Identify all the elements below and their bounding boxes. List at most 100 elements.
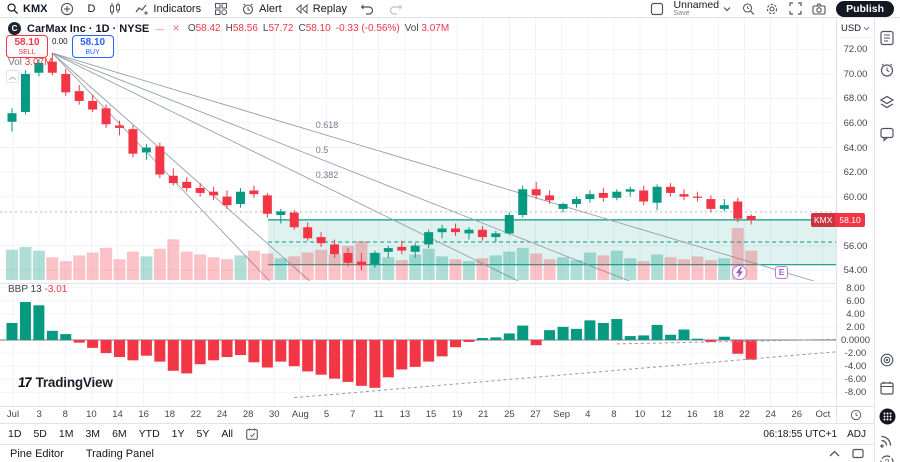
toolbar-left: KMX D Indicators	[6, 2, 403, 16]
panel-expand-icon[interactable]	[829, 450, 840, 457]
candle	[249, 190, 259, 195]
screenshot-camera-icon[interactable]	[812, 2, 826, 15]
help-icon[interactable]: ?	[879, 454, 896, 462]
volume-bar	[46, 257, 59, 280]
volume-bar	[315, 249, 328, 280]
candle	[74, 91, 84, 101]
candle	[464, 229, 474, 234]
time-axis[interactable]: Jul 3 8 10 14 16 18 22 24 28 30 Aug 5 7 11 13 15 19 21 25 27…	[0, 407, 836, 423]
candle	[692, 196, 702, 198]
sell-button[interactable]: 58.10 SELL	[6, 35, 48, 58]
candle	[585, 194, 595, 200]
range-button-1d[interactable]: 1D	[8, 428, 22, 440]
candle	[7, 113, 17, 122]
volume-bar	[32, 250, 45, 280]
fullscreen-icon[interactable]	[789, 2, 802, 15]
calendar-icon[interactable]	[879, 380, 896, 397]
price-tick: 54.00	[843, 265, 868, 277]
panel-restore-icon[interactable]	[852, 448, 864, 459]
bbp-bar	[624, 336, 636, 340]
ohlc-values: O58.42 H58.56 L57.72 C58.10 -0.33 (-0.56…	[187, 23, 450, 34]
streams-rss-icon[interactable]	[879, 432, 896, 449]
range-button-3m[interactable]: 3M	[85, 428, 101, 440]
volume-bar	[395, 260, 408, 280]
candle	[289, 212, 299, 228]
server-clock[interactable]: 06:18:55 UTC+1	[763, 428, 838, 440]
bbp-legend[interactable]: BBP 13 -3.01	[8, 284, 68, 295]
volume-bar	[274, 258, 287, 280]
symbol-search-button[interactable]: KMX	[6, 2, 47, 15]
currency-selector[interactable]: USD	[837, 23, 874, 38]
interval-button[interactable]: D	[87, 3, 95, 15]
alert-button[interactable]: Alert	[241, 2, 282, 16]
chat-icon[interactable]	[879, 126, 896, 143]
redo-icon[interactable]	[388, 3, 403, 15]
chart-style-icon[interactable]	[108, 2, 122, 16]
bbp-bar	[369, 340, 381, 388]
alerts-clock-icon[interactable]	[879, 62, 896, 79]
time-label: 7	[349, 409, 356, 420]
adj-toggle[interactable]: ADJ	[847, 428, 866, 440]
volume-bar	[449, 259, 462, 280]
bbp-tick: -6.00	[844, 374, 867, 386]
indicators-button[interactable]: Indicators	[135, 2, 201, 16]
tradingview-logo: 17 TradingView	[17, 374, 113, 390]
bbp-bar	[194, 340, 206, 365]
pine-editor-tab[interactable]: Pine Editor	[10, 447, 64, 460]
range-button-6m[interactable]: 6M	[112, 428, 127, 440]
chart-canvas[interactable]: 0.618 0.5 0.382 C CarMax Inc · 1D · NYSE —…	[0, 18, 836, 406]
range-button-5d[interactable]: 5D	[33, 428, 47, 440]
indicators-icon	[135, 2, 149, 16]
compare-add-icon[interactable]	[60, 2, 74, 16]
layout-name-label: Unnamed	[673, 0, 720, 11]
time-label: 16	[686, 409, 698, 420]
bbp-bar	[638, 335, 650, 340]
candle	[195, 188, 205, 193]
bbp-bar	[329, 340, 341, 379]
undo-icon[interactable]	[360, 3, 375, 15]
watchlist-icon[interactable]	[879, 30, 896, 47]
volume-bar	[624, 258, 637, 280]
go-to-date-icon[interactable]	[245, 427, 259, 442]
price-axis[interactable]: USD KMX 58.10 72.00 70.00 68.00 66.00 64.00 62…	[811, 18, 874, 406]
range-button-5y[interactable]: 5Y	[196, 428, 210, 440]
range-button-ytd[interactable]: YTD	[138, 428, 160, 440]
axis-clock-button[interactable]	[836, 407, 874, 423]
price-tick: 66.00	[843, 118, 868, 130]
volume-bar	[530, 253, 543, 280]
symbol-legend[interactable]: C CarMax Inc · 1D · NYSE — ✕ O58.42 H58.…	[8, 22, 449, 35]
candle	[545, 195, 555, 201]
trading-panel-tab[interactable]: Trading Panel	[85, 447, 154, 460]
indicator-templates-icon[interactable]	[214, 2, 228, 16]
pane-collapse-button[interactable]: ︿	[6, 70, 19, 83]
candle	[343, 253, 353, 263]
settings-gear-icon[interactable]	[765, 2, 779, 16]
legend-close-icon[interactable]: ✕	[172, 23, 182, 33]
publish-button[interactable]: Publish	[836, 0, 894, 17]
legend-title[interactable]: CarMax Inc · 1D · NYSE	[27, 22, 150, 35]
ideas-target-icon[interactable]	[879, 352, 896, 369]
range-button-all[interactable]: All	[221, 428, 234, 440]
range-button-1y[interactable]: 1Y	[171, 428, 185, 440]
time-label: 5	[323, 409, 330, 420]
legend-hide-icon[interactable]: —	[155, 23, 167, 34]
layers-icon[interactable]	[879, 94, 896, 111]
event-flash-marker[interactable]	[732, 265, 748, 280]
event-earnings-marker[interactable]: E	[775, 266, 789, 279]
bbp-bar	[530, 340, 542, 346]
time-label: 12	[660, 409, 672, 420]
layout-icon[interactable]	[650, 2, 664, 16]
volume-legend[interactable]: Vol 3.07M	[8, 57, 53, 68]
range-button-1m[interactable]: 1M	[58, 428, 74, 440]
bbp-bar	[436, 340, 448, 357]
layout-name-button[interactable]: Unnamed Save	[674, 0, 732, 17]
indicators-label: Indicators	[153, 2, 202, 15]
replay-button[interactable]: Replay	[295, 3, 347, 15]
volume-bar	[570, 260, 583, 280]
candle	[88, 100, 98, 110]
bbp-bar	[732, 340, 744, 354]
buy-button[interactable]: 58.10 BUY	[71, 35, 114, 58]
apps-grid-icon[interactable]	[879, 408, 896, 425]
quick-search-icon[interactable]	[741, 2, 755, 16]
bottom-toolbar: 1D 5D 1M 3M 6M YTD 1Y 5Y All 06:18:55 UTC+1 ADJ	[0, 423, 874, 444]
